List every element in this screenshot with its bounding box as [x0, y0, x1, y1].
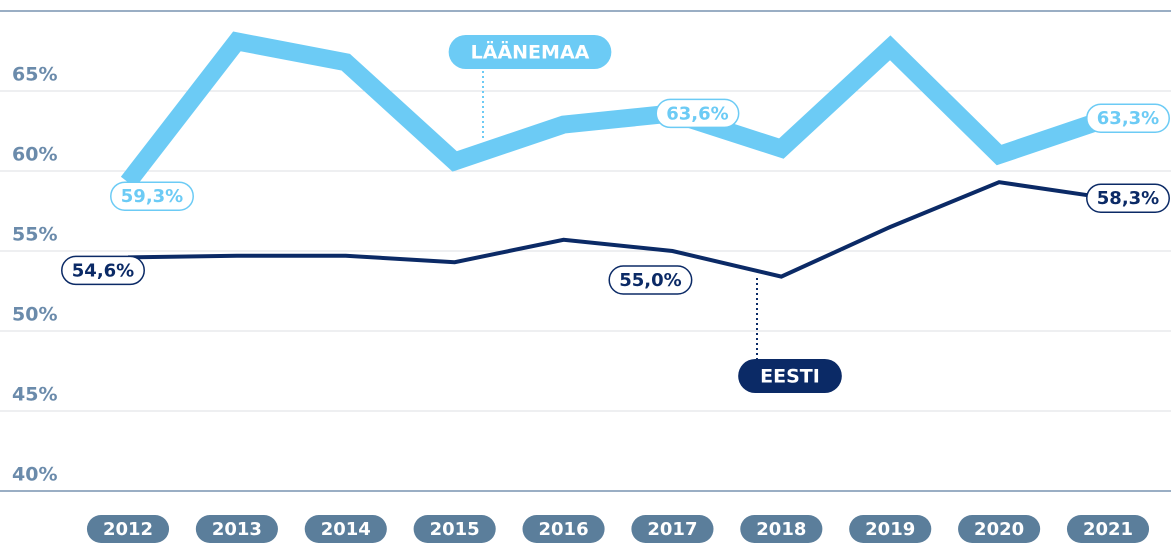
data-label-bg [110, 181, 194, 211]
legend-label: LÄÄNEMAA [448, 35, 612, 69]
data-label-bg [1086, 183, 1170, 213]
data-label-text: 55,0% [619, 270, 681, 291]
x-tick-label: 2019 [849, 515, 932, 543]
x-tick-label-text: 2021 [1083, 519, 1133, 540]
x-tick-label-text: 2014 [321, 519, 371, 540]
x-tick-label: 2013 [195, 515, 278, 543]
data-label-text: 59,3% [121, 186, 183, 207]
x-tick-label-text: 2019 [865, 519, 915, 540]
x-tick-label-bg [195, 515, 278, 543]
y-tick-label: 40% [12, 464, 57, 486]
x-tick-label-bg [86, 515, 170, 543]
line [120, 31, 1111, 188]
data-label-bg [655, 98, 740, 129]
x-tick-label: 2018 [740, 515, 823, 543]
x-tick-label-text: 2012 [103, 519, 153, 540]
x-tick-label-bg [413, 515, 496, 543]
x-tick-label: 2021 [1066, 515, 1150, 543]
x-tick-label-text: 2017 [647, 519, 697, 540]
x-tick-label-text: 2018 [756, 519, 806, 540]
x-tick-label: 2012 [86, 515, 170, 543]
x-tick-label-bg [631, 515, 714, 543]
data-label: 63,3% [1086, 103, 1170, 133]
y-tick-label: 65% [12, 64, 57, 86]
legend-label-text: EESTI [760, 366, 820, 388]
y-tick-label: 60% [12, 144, 57, 166]
data-label: 63,6% [655, 98, 740, 129]
x-tick-label-bg [958, 515, 1041, 543]
y-tick-label: 55% [12, 224, 57, 246]
x-tick-label-text: 2020 [974, 519, 1024, 540]
x-tick-label: 2015 [413, 515, 496, 543]
data-label-bg [608, 265, 693, 295]
x-tick-label-bg [1066, 515, 1150, 543]
legend-label-text: LÄÄNEMAA [471, 40, 590, 64]
y-tick-label: 50% [12, 304, 57, 326]
x-tick-label-bg [849, 515, 932, 543]
x-tick-label-bg [740, 515, 823, 543]
legend-label-bg [448, 35, 612, 69]
y-tick-label: 45% [12, 384, 57, 406]
x-tick-label-text: 2013 [212, 519, 262, 540]
data-label: 54,6% [61, 255, 145, 286]
x-tick-label: 2017 [631, 515, 714, 543]
x-tick-label-bg [304, 515, 387, 543]
data-label: 55,0% [608, 265, 693, 295]
data-label-text: 54,6% [72, 260, 134, 281]
x-tick-label-bg [522, 515, 605, 543]
x-tick-label-text: 2015 [430, 519, 480, 540]
x-tick-label: 2016 [522, 515, 605, 543]
legend-label-bg [738, 359, 842, 393]
data-label: 59,3% [110, 181, 194, 211]
data-label-text: 58,3% [1097, 188, 1159, 209]
data-label: 58,3% [1086, 183, 1170, 213]
data-label-text: 63,3% [1097, 108, 1159, 129]
legend-label: EESTI [738, 359, 842, 393]
x-tick-label-text: 2016 [539, 519, 589, 540]
x-tick-label: 2014 [304, 515, 387, 543]
data-label-bg [61, 255, 145, 286]
x-tick-label: 2020 [958, 515, 1041, 543]
data-label-text: 63,6% [666, 103, 728, 124]
data-label-bg [1086, 103, 1170, 133]
line [127, 180, 1109, 279]
